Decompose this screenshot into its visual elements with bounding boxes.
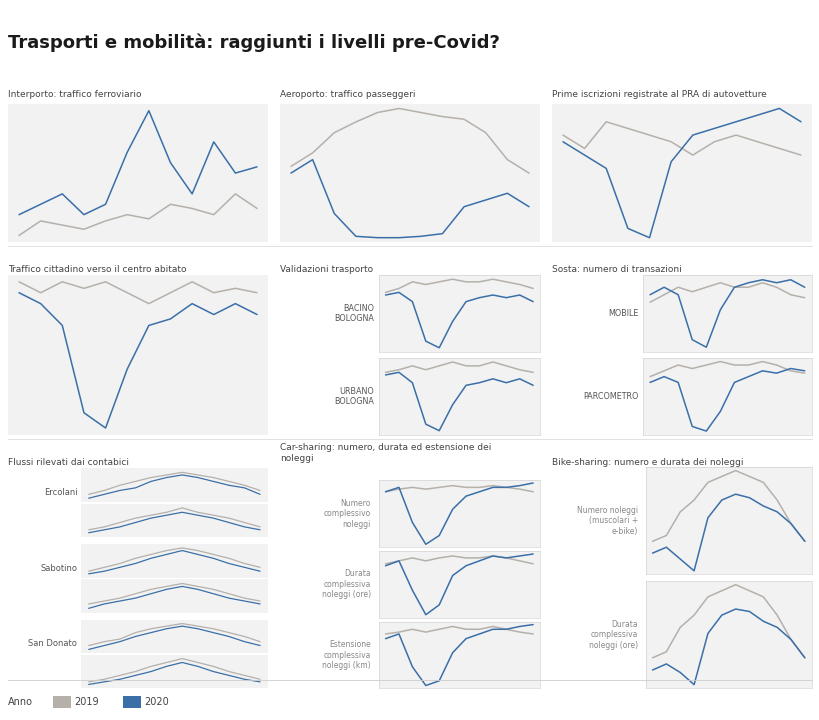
- Text: Bike-sharing: numero e durata dei noleggi: Bike-sharing: numero e durata dei nolegg…: [551, 457, 743, 467]
- Text: Numero
complessivo
noleggi: Numero complessivo noleggi: [324, 499, 370, 528]
- Text: Numero noleggi
(muscolari +
e-bike): Numero noleggi (muscolari + e-bike): [577, 506, 637, 536]
- Text: Ercolani: Ercolani: [43, 488, 77, 497]
- Text: San Donato: San Donato: [29, 639, 77, 648]
- Text: 2020: 2020: [144, 697, 169, 707]
- Text: PARCOMETRO: PARCOMETRO: [582, 392, 638, 401]
- Text: BACINO
BOLOGNA: BACINO BOLOGNA: [333, 304, 373, 323]
- Text: MOBILE: MOBILE: [608, 309, 638, 318]
- Text: Sabotino: Sabotino: [40, 564, 77, 572]
- Text: Validazioni trasporto: Validazioni trasporto: [280, 266, 373, 274]
- Text: Sosta: numero di transazioni: Sosta: numero di transazioni: [551, 266, 681, 274]
- Text: Anno: Anno: [8, 697, 33, 707]
- Text: Estensione
complessiva
noleggi (km): Estensione complessiva noleggi (km): [322, 640, 370, 670]
- Text: Durata
complessiva
noleggi (ore): Durata complessiva noleggi (ore): [321, 570, 370, 599]
- Text: Flussi rilevati dai contabici: Flussi rilevati dai contabici: [8, 457, 129, 467]
- Text: Aeroporto: traffico passeggeri: Aeroporto: traffico passeggeri: [280, 90, 415, 99]
- Text: 2019: 2019: [75, 697, 99, 707]
- Text: Prime iscrizioni registrate al PRA di autovetture: Prime iscrizioni registrate al PRA di au…: [551, 90, 766, 99]
- Text: Car-sharing: numero, durata ed estensione dei
noleggi: Car-sharing: numero, durata ed estension…: [280, 443, 491, 462]
- Text: URBANO
BOLOGNA: URBANO BOLOGNA: [333, 387, 373, 406]
- Text: Trasporti e mobilità: raggiunti i livelli pre-Covid?: Trasporti e mobilità: raggiunti i livell…: [8, 33, 500, 52]
- Text: Traffico cittadino verso il centro abitato: Traffico cittadino verso il centro abita…: [8, 266, 187, 274]
- Text: Durata
complessiva
noleggi (ore): Durata complessiva noleggi (ore): [588, 620, 637, 649]
- Text: Interporto: traffico ferroviario: Interporto: traffico ferroviario: [8, 90, 142, 99]
